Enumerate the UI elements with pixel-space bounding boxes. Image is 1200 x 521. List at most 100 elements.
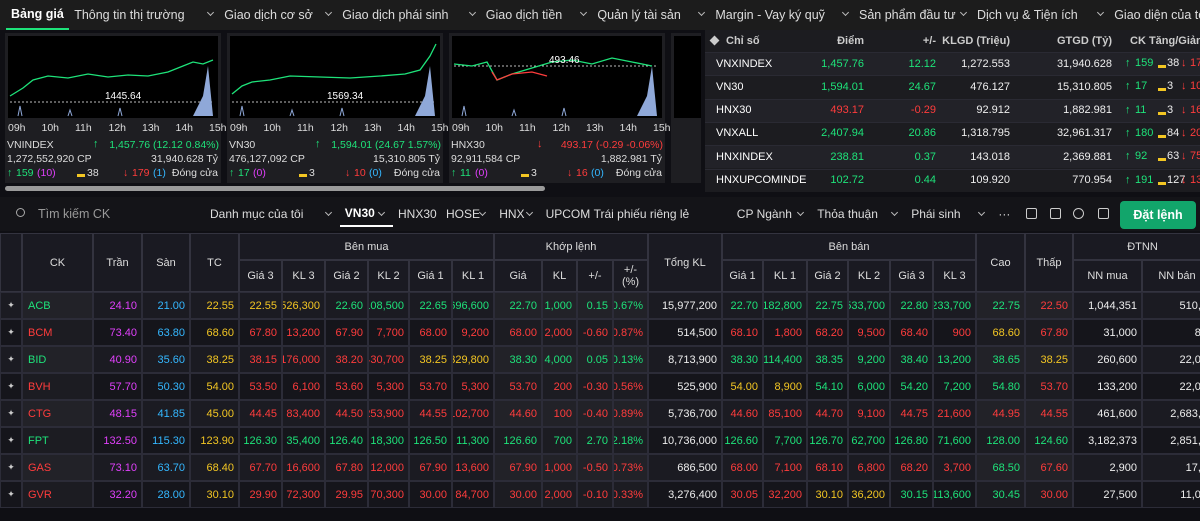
- tab[interactable]: HOSE: [441, 201, 494, 227]
- pin-icon: ✦: [0, 319, 22, 346]
- nav-item[interactable]: Giao dịch phái sinh: [337, 0, 481, 30]
- cell: 68.10: [722, 319, 763, 346]
- nav-item[interactable]: Giao dịch tiền: [481, 0, 593, 30]
- down-arrow: ↓: [1181, 173, 1187, 186]
- symbol[interactable]: BVH: [22, 373, 93, 400]
- tab[interactable]: Trái phiếu riêng lẻ: [593, 207, 690, 221]
- nav-item[interactable]: Dịch vụ & Tiện ích: [972, 0, 1109, 30]
- time-label: 13h: [586, 122, 604, 134]
- cell: 44.55: [409, 400, 452, 427]
- tab[interactable]: UPCOM: [545, 207, 591, 221]
- ceil-count: (10): [37, 167, 56, 179]
- cell: 200: [542, 373, 577, 400]
- index-row: [705, 75, 1200, 99]
- symbol[interactable]: GVR: [22, 481, 93, 508]
- pin-icon: ✦: [0, 400, 22, 427]
- cell: 7,700: [368, 319, 409, 346]
- down-arrow: ↓: [123, 167, 129, 179]
- nav-item[interactable]: Bảng giá: [6, 0, 70, 30]
- symbol[interactable]: FPT: [22, 427, 93, 454]
- tab[interactable]: CP Ngành: [732, 201, 812, 227]
- nav-item[interactable]: Quản lý tài sản: [592, 0, 710, 30]
- tab[interactable]: Thỏa thuận: [812, 201, 906, 227]
- index-cell: VNXINDEX: [716, 57, 773, 70]
- index-cell: 493.17: [830, 104, 864, 117]
- index-cell: 2,407.94: [821, 127, 864, 140]
- index-header: Điểm: [837, 35, 864, 47]
- tab[interactable]: VN30: [339, 201, 393, 227]
- cell: 85,100: [763, 400, 807, 427]
- symbol[interactable]: ACB: [22, 292, 93, 319]
- cell: 533,700: [848, 292, 890, 319]
- tool-icon[interactable]: [1098, 208, 1109, 219]
- index-row: [705, 52, 1200, 75]
- time-label: 09h: [230, 122, 248, 134]
- cell: 182,800: [763, 292, 807, 319]
- cell: 15,977,200: [648, 292, 722, 319]
- index-row: [705, 168, 1200, 192]
- cell: 686,500: [648, 454, 722, 481]
- time-label: 11h: [519, 122, 536, 134]
- chevron: [207, 8, 215, 17]
- order-button[interactable]: Đặt lệnh: [1120, 201, 1196, 229]
- cell: 22.55: [239, 292, 282, 319]
- flat-bar: [1158, 181, 1166, 185]
- tab[interactable]: Danh mục của tôi: [205, 201, 340, 227]
- cell: 44.55: [1025, 400, 1073, 427]
- index-header: Chỉ số: [726, 35, 760, 47]
- cell: 63.70: [142, 454, 190, 481]
- cell: 31,000: [1073, 319, 1142, 346]
- index-row: [705, 145, 1200, 169]
- down-arrow: ↓: [345, 167, 351, 179]
- cell: 38.25: [1025, 346, 1073, 373]
- flat-count: 84: [1167, 126, 1180, 139]
- nav-item[interactable]: Thông tin thị trường: [69, 0, 219, 30]
- chevron: [468, 8, 476, 17]
- flat-bar: [1158, 111, 1166, 115]
- cell: 68.20: [890, 454, 933, 481]
- tab[interactable]: HNX: [494, 201, 540, 227]
- tab[interactable]: ···: [998, 207, 1011, 221]
- cell: -0.87%: [613, 319, 648, 346]
- nav-item[interactable]: Margin - Vay ký quỹ: [710, 0, 854, 30]
- header-cell: Thấp: [1025, 233, 1073, 292]
- flat-count: 63: [1167, 150, 1180, 163]
- cell: 83,400: [282, 400, 325, 427]
- group-header: Khớp lệnh: [494, 233, 648, 260]
- status: Đóng cửa: [393, 167, 440, 179]
- index-cell: 109.920: [970, 174, 1010, 186]
- tool-icon[interactable]: [1026, 208, 1037, 219]
- symbol[interactable]: BCM: [22, 319, 93, 346]
- time-label: 09h: [8, 122, 26, 134]
- cell: 68.20: [807, 319, 848, 346]
- cell: 13,600: [452, 454, 494, 481]
- cell: 329,800: [452, 346, 494, 373]
- symbol[interactable]: GAS: [22, 454, 93, 481]
- cell: 67.80: [239, 319, 282, 346]
- cell: 54.10: [807, 373, 848, 400]
- nav-item[interactable]: Giao dịch cơ sở: [219, 0, 337, 30]
- index-cell: 2,369.881: [1063, 150, 1112, 163]
- tool-icon[interactable]: [1050, 208, 1061, 219]
- cell: 38.25: [190, 346, 239, 373]
- index-cell: 143.018: [970, 150, 1010, 163]
- tab[interactable]: Phái sinh: [906, 201, 993, 227]
- symbol[interactable]: BID: [22, 346, 93, 373]
- cell: 54.80: [976, 373, 1025, 400]
- cell: 22.80: [890, 292, 933, 319]
- tool-icon[interactable]: [1073, 208, 1084, 219]
- cell: 1,000: [542, 292, 577, 319]
- tab[interactable]: HNX30: [398, 207, 437, 221]
- nav-item[interactable]: Sản phẩm đầu tư: [854, 0, 972, 30]
- cell: 30.10: [807, 481, 848, 508]
- time-label: 15h: [431, 122, 449, 134]
- symbol[interactable]: CTG: [22, 400, 93, 427]
- cell: 696,600: [452, 292, 494, 319]
- flat-bar: [521, 174, 529, 177]
- header-cell: Giá 3: [890, 260, 933, 292]
- nav-item[interactable]: Giao diện của tôi: [1114, 8, 1200, 22]
- index-cell: HNXUPCOMINDE: [716, 174, 807, 186]
- cell: 44.75: [890, 400, 933, 427]
- cell: -0.73%: [613, 454, 648, 481]
- search-input[interactable]: Tìm kiếm CK: [38, 207, 111, 221]
